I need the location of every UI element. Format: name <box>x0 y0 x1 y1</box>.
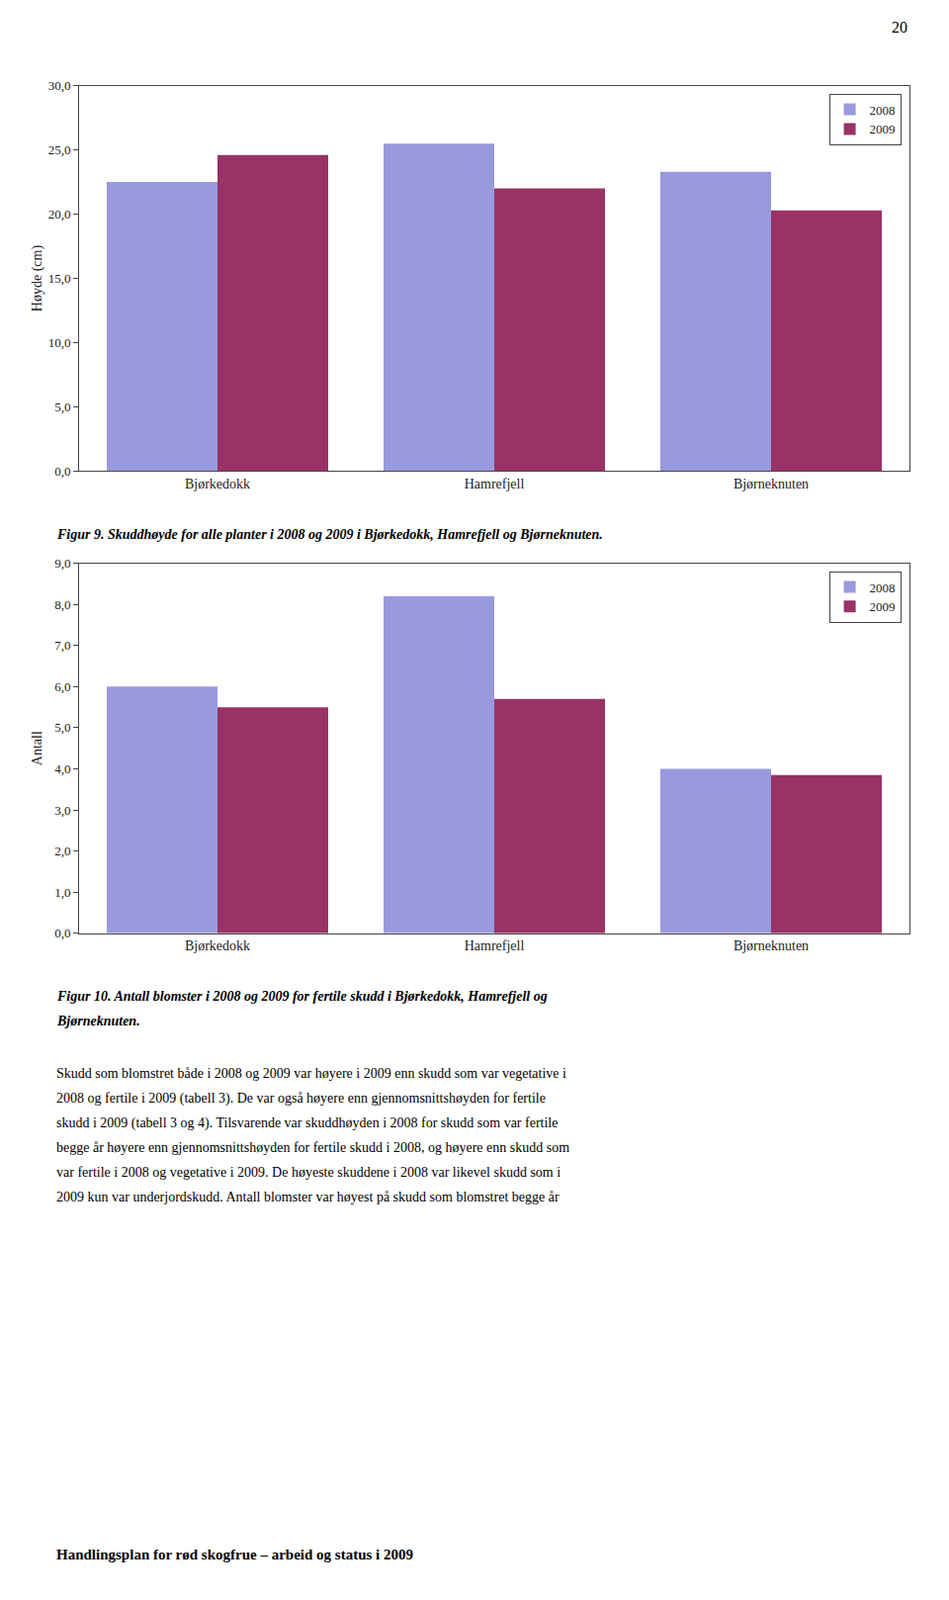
svg-text:var fertile i 2008 og vegetati: var fertile i 2008 og vegetative i 2009.… <box>56 1164 561 1180</box>
svg-text:2,0: 2,0 <box>54 843 71 859</box>
svg-text:3,0: 3,0 <box>54 802 71 818</box>
svg-text:15,0: 15,0 <box>48 270 72 286</box>
svg-text:10,0: 10,0 <box>48 335 72 350</box>
svg-text:Figur 9. Skuddhøyde for alle p: Figur 9. Skuddhøyde for alle planter i 2… <box>56 526 604 542</box>
svg-text:2009: 2009 <box>869 599 896 614</box>
svg-text:Bjørneknuten: Bjørneknuten <box>733 938 809 953</box>
svg-text:20,0: 20,0 <box>48 206 72 222</box>
svg-text:20: 20 <box>891 18 908 36</box>
svg-text:Høyde (cm): Høyde (cm) <box>29 245 46 313</box>
svg-text:2008: 2008 <box>869 580 896 596</box>
svg-text:8,0: 8,0 <box>54 597 71 612</box>
svg-text:4,0: 4,0 <box>54 761 71 777</box>
svg-text:Figur 10. Antall blomster i 20: Figur 10. Antall blomster i 2008 og 2009… <box>56 988 548 1004</box>
svg-text:skudd i 2009 (tabell 3 og 4).: skudd i 2009 (tabell 3 og 4). Tilsvarend… <box>56 1115 558 1131</box>
svg-text:Handlingsplan for rød skogfrue: Handlingsplan for rød skogfrue – arbeid … <box>56 1546 414 1562</box>
svg-text:Bjørkedokk: Bjørkedokk <box>184 476 251 492</box>
svg-text:2008: 2008 <box>869 102 896 118</box>
svg-text:Bjørneknuten: Bjørneknuten <box>733 476 809 492</box>
svg-text:begge år høyere enn gjennomsni: begge år høyere enn gjennomsnittshøyden … <box>56 1139 570 1155</box>
svg-text:Hamrefjell: Hamrefjell <box>464 938 525 953</box>
svg-text:25,0: 25,0 <box>48 142 72 158</box>
svg-text:1,0: 1,0 <box>54 884 71 900</box>
svg-text:30,0: 30,0 <box>48 78 72 93</box>
svg-text:6,0: 6,0 <box>54 679 71 694</box>
svg-text:7,0: 7,0 <box>54 637 71 653</box>
svg-text:2008 og fertile i 2009 (tabell: 2008 og fertile i 2009 (tabell 3). De va… <box>56 1090 546 1107</box>
svg-text:2009: 2009 <box>869 121 896 137</box>
svg-text:5,0: 5,0 <box>54 399 71 415</box>
svg-text:0,0: 0,0 <box>54 463 71 479</box>
svg-text:Bjørkedokk: Bjørkedokk <box>184 938 251 953</box>
svg-text:Skudd som blomstret både i 200: Skudd som blomstret både i 2008 og 2009 … <box>56 1065 567 1081</box>
svg-text:Hamrefjell: Hamrefjell <box>464 476 525 492</box>
svg-text:Antall: Antall <box>29 730 45 766</box>
svg-text:2009 kun var underjordskudd. A: 2009 kun var underjordskudd. Antall blom… <box>56 1189 560 1205</box>
svg-text:5,0: 5,0 <box>54 719 71 735</box>
svg-text:0,0: 0,0 <box>54 925 71 941</box>
svg-text:9,0: 9,0 <box>54 555 71 571</box>
svg-text:Bjørneknuten.: Bjørneknuten. <box>56 1013 141 1029</box>
